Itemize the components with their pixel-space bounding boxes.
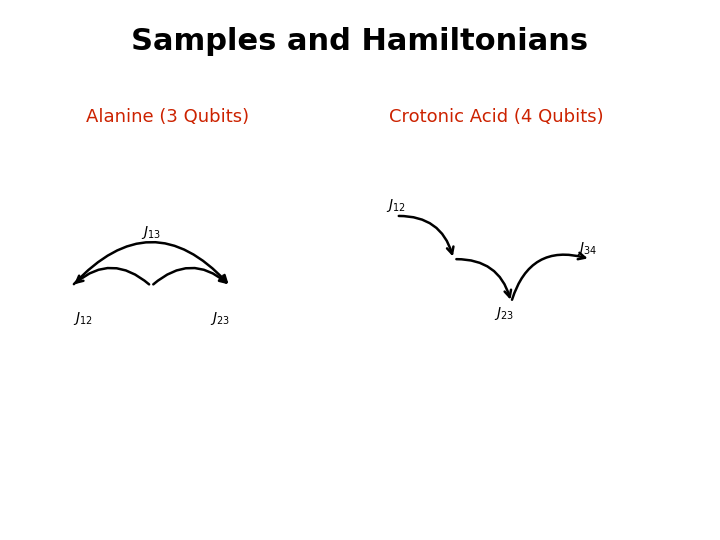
Text: Samples and Hamiltonians: Samples and Hamiltonians [132,27,588,56]
Text: $J_{13}$: $J_{13}$ [141,224,161,241]
Text: $J_{34}$: $J_{34}$ [577,240,597,257]
Text: Alanine (3 Qubits): Alanine (3 Qubits) [86,108,250,126]
Text: $J_{23}$: $J_{23}$ [210,310,230,327]
Text: $J_{12}$: $J_{12}$ [73,310,93,327]
Text: Crotonic Acid (4 Qubits): Crotonic Acid (4 Qubits) [389,108,603,126]
Text: $J_{12}$: $J_{12}$ [386,197,406,214]
Text: $J_{23}$: $J_{23}$ [494,305,514,322]
